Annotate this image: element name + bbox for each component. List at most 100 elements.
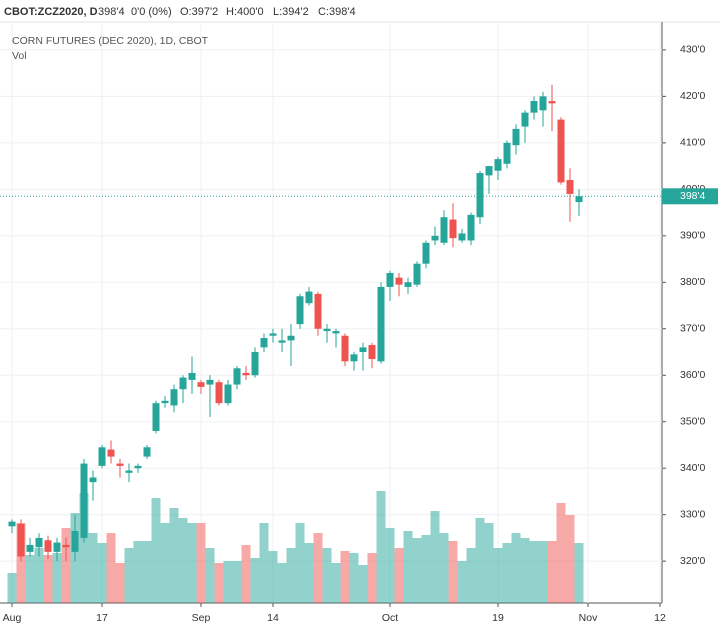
candle-body: [350, 354, 358, 362]
y-tick-label: 390'0: [680, 230, 706, 242]
volume-bar: [268, 551, 278, 603]
candle-body: [314, 293, 322, 329]
volume-bar: [475, 518, 485, 603]
candle-body: [224, 384, 232, 404]
chart-title: CORN FUTURES (DEC 2020), 1D, CBOT: [12, 35, 209, 47]
candle-body: [377, 286, 385, 362]
close: C:398'4: [318, 6, 356, 18]
x-tick-label: 17: [96, 612, 108, 624]
y-tick-label: 320'0: [680, 555, 706, 567]
volume-bar: [43, 555, 53, 603]
volume-bar: [439, 533, 449, 603]
change: 0'0 (0%): [131, 6, 172, 18]
candle-body: [296, 296, 304, 325]
candle-body: [98, 447, 106, 466]
y-tick-label: 330'0: [680, 508, 706, 520]
candle-body: [242, 372, 250, 376]
volume-bar: [259, 523, 269, 603]
candle-body: [89, 477, 97, 483]
volume-bar: [493, 548, 503, 603]
candle-body: [467, 214, 475, 241]
last-price-label: 398'4: [680, 190, 706, 202]
symbol: CBOT:ZCZ2020, D: [4, 6, 98, 18]
candle-body: [278, 340, 286, 343]
candle-body: [170, 389, 178, 406]
candle-body: [17, 523, 25, 557]
candle-body: [260, 338, 268, 348]
y-tick-label: 350'0: [680, 416, 706, 428]
candle-body: [422, 242, 430, 264]
candle-body: [368, 345, 376, 359]
volume-bar: [556, 503, 566, 603]
candle-body: [323, 328, 331, 332]
candle-body: [62, 544, 70, 548]
volume-bar: [178, 518, 188, 603]
volume-bar: [115, 563, 125, 603]
volume-bar: [25, 555, 35, 603]
volume-bar: [376, 491, 386, 603]
candle-body: [485, 166, 493, 176]
candle-body: [125, 470, 133, 473]
volume-bar: [349, 553, 359, 603]
candle-body: [494, 159, 502, 171]
volume-bar: [142, 541, 152, 603]
candle-body: [251, 352, 259, 376]
volume-bar: [61, 528, 71, 603]
volume-bar: [322, 548, 332, 603]
volume-bar: [430, 511, 440, 603]
volume-bar: [52, 553, 62, 603]
candle-body: [521, 112, 529, 127]
candle-body: [116, 463, 124, 466]
volume-bar: [133, 541, 143, 603]
volume-bar: [124, 548, 134, 603]
candle-body: [8, 521, 16, 527]
volume-bar: [7, 573, 17, 603]
volume-bar: [448, 541, 458, 603]
volume-bar: [412, 538, 422, 603]
volume-bar: [574, 543, 584, 603]
x-tick-label: Sep: [192, 612, 211, 624]
candle-body: [107, 449, 115, 457]
volume-bar: [97, 543, 107, 603]
volume-bar: [538, 541, 548, 603]
volume-bar: [304, 543, 314, 603]
candle-body: [71, 530, 79, 552]
y-tick-label: 430'0: [680, 44, 706, 56]
volume-bar: [196, 523, 206, 603]
volume-bar: [223, 561, 233, 603]
volume-bar: [241, 545, 251, 603]
candle-body: [503, 142, 511, 164]
volume-bar: [394, 548, 404, 603]
candle-body: [233, 368, 241, 385]
y-tick-label: 370'0: [680, 323, 706, 335]
candle-body: [404, 282, 412, 287]
x-tick-label: Aug: [3, 612, 22, 624]
x-tick-label: 12: [654, 612, 666, 624]
volume-bar: [547, 541, 557, 603]
y-tick-label: 360'0: [680, 369, 706, 381]
volume-bar: [295, 523, 305, 603]
candle-body: [35, 537, 43, 548]
candle-body: [26, 544, 34, 552]
candle-body: [143, 447, 151, 457]
volume-bar: [151, 498, 161, 603]
high: H:400'0: [226, 6, 264, 18]
volume-bar: [403, 531, 413, 603]
volume-bar: [277, 563, 287, 603]
last-price-box: [662, 188, 718, 205]
volume-bar: [529, 541, 539, 603]
last: 398'4: [98, 6, 125, 18]
volume-bar: [286, 548, 296, 603]
y-tick-label: 340'0: [680, 462, 706, 474]
candle-body: [305, 291, 313, 304]
candle-body: [80, 463, 88, 538]
volume-bar: [511, 533, 521, 603]
y-tick-label: 410'0: [680, 137, 706, 149]
y-tick-label: 420'0: [680, 90, 706, 102]
candle-body: [269, 333, 277, 336]
candle-body: [152, 403, 160, 432]
candle-body: [44, 540, 52, 552]
volume-bar: [457, 561, 467, 603]
